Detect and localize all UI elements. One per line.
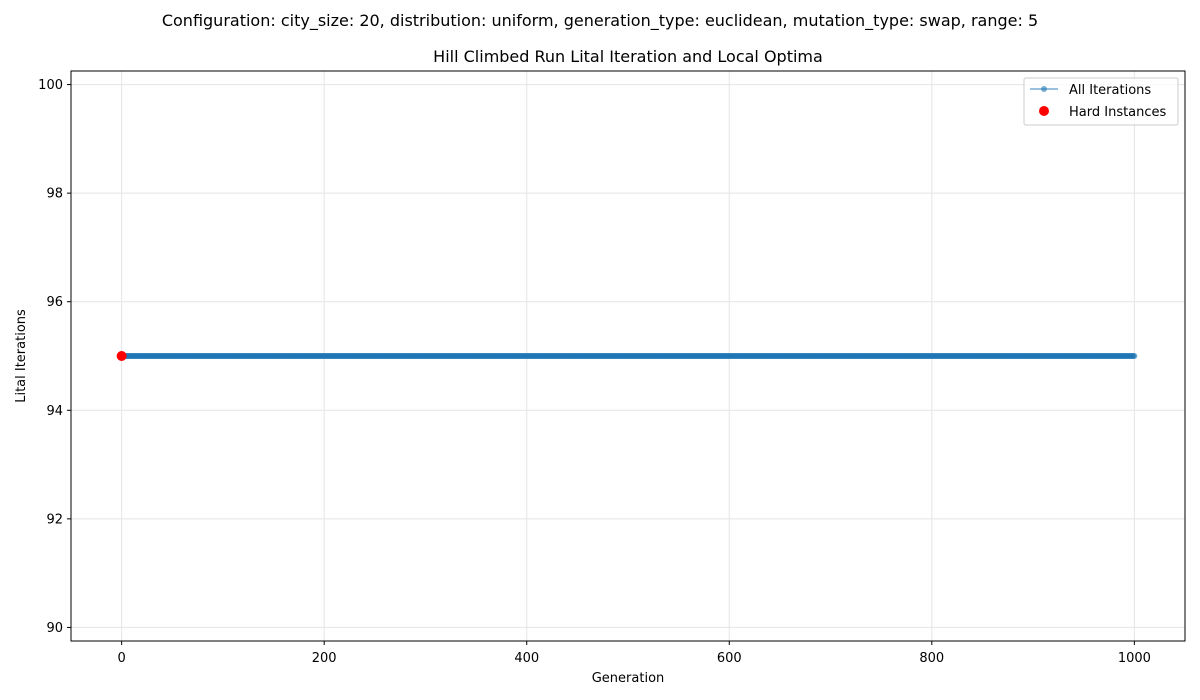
hard-instance-point [116,351,127,361]
legend-marker-hard-instances [1039,106,1049,116]
figure-suptitle: Configuration: city_size: 20, distributi… [161,11,1039,30]
y-axis-label: Lital Iterations [14,309,29,403]
legend: All Iterations Hard Instances [1023,77,1179,126]
series-hard-instances [116,351,127,361]
x-tick-label: 200 [312,651,337,666]
series-all-iterations [118,353,1138,359]
x-tick-label: 1000 [1118,651,1151,666]
x-tick-label: 0 [117,651,125,666]
legend-box [1023,77,1179,126]
y-tick-label: 100 [38,78,63,93]
y-tick-label: 98 [46,187,63,202]
y-tick-label: 90 [46,621,63,636]
x-axis-ticks: 0 200 400 600 800 1000 [117,641,1151,666]
legend-label-hard-instances: Hard Instances [1069,105,1167,120]
y-tick-label: 96 [46,295,63,310]
legend-label-all-iterations: All Iterations [1069,83,1151,98]
x-tick-label: 600 [717,651,742,666]
plot-frame [70,70,1186,642]
legend-marker-all-iterations [1041,86,1047,92]
x-tick-label: 800 [919,651,944,666]
all-iterations-point [1131,353,1138,359]
x-tick-label: 400 [514,651,539,666]
y-tick-label: 92 [46,512,63,527]
x-axis-label: Generation [592,671,665,686]
chart-title: Hill Climbed Run Lital Iteration and Loc… [433,47,823,66]
y-tick-label: 94 [46,404,63,419]
y-axis-ticks: 90 92 94 96 98 100 [38,78,71,636]
